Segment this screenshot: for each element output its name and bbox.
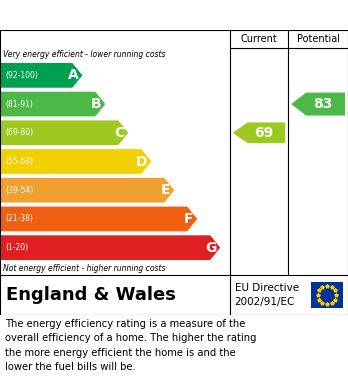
Text: C: C <box>114 126 124 140</box>
Text: Not energy efficient - higher running costs: Not energy efficient - higher running co… <box>3 264 166 273</box>
Polygon shape <box>0 92 105 117</box>
Text: (39-54): (39-54) <box>5 186 33 195</box>
Polygon shape <box>0 149 151 174</box>
Polygon shape <box>0 120 128 145</box>
Text: 69: 69 <box>254 126 274 140</box>
Polygon shape <box>291 93 345 116</box>
Text: (55-68): (55-68) <box>5 157 33 166</box>
Text: B: B <box>91 97 101 111</box>
Polygon shape <box>0 178 174 203</box>
Polygon shape <box>0 206 197 231</box>
Text: 83: 83 <box>314 97 333 111</box>
Bar <box>311 282 343 308</box>
Text: (1-20): (1-20) <box>5 243 28 252</box>
Text: (21-38): (21-38) <box>5 214 33 223</box>
Polygon shape <box>0 235 220 260</box>
Polygon shape <box>0 63 82 88</box>
Text: (81-91): (81-91) <box>5 100 33 109</box>
Text: The energy efficiency rating is a measure of the
overall efficiency of a home. T: The energy efficiency rating is a measur… <box>5 319 256 372</box>
Text: Potential: Potential <box>296 34 340 44</box>
Text: D: D <box>136 154 147 169</box>
Polygon shape <box>233 122 285 143</box>
Text: England & Wales: England & Wales <box>6 286 176 304</box>
Text: Current: Current <box>240 34 277 44</box>
Text: E: E <box>161 183 170 197</box>
Text: EU Directive
2002/91/EC: EU Directive 2002/91/EC <box>235 283 299 307</box>
Text: G: G <box>205 240 216 255</box>
Text: Very energy efficient - lower running costs: Very energy efficient - lower running co… <box>3 50 166 59</box>
Text: Energy Efficiency Rating: Energy Efficiency Rating <box>8 7 218 23</box>
Text: (69-80): (69-80) <box>5 128 33 137</box>
Text: F: F <box>184 212 193 226</box>
Text: (92-100): (92-100) <box>5 71 38 80</box>
Text: A: A <box>68 68 78 83</box>
